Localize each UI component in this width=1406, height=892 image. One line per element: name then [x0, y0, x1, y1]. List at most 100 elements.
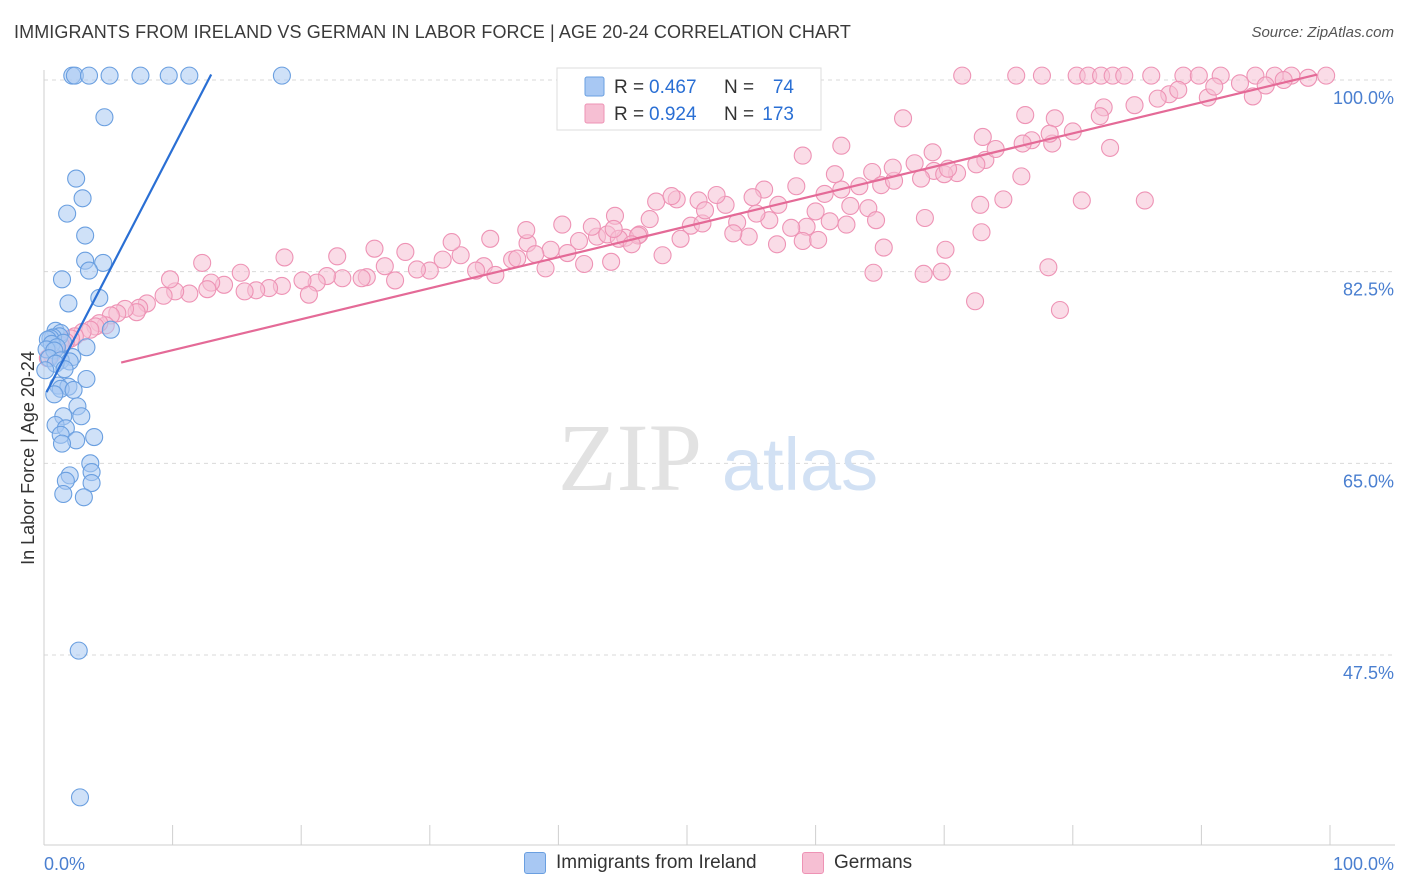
ireland-point [72, 407, 91, 426]
ireland-point [85, 427, 104, 447]
stats-r-label-2: R = [614, 104, 644, 125]
germans-point [160, 270, 180, 289]
germans-point [442, 233, 461, 252]
germans-point [1274, 70, 1293, 90]
germans-point [809, 230, 828, 249]
trend-lines [45, 73, 1318, 393]
legend-item-ireland[interactable]: Immigrants from Ireland [524, 852, 757, 874]
germans-point [671, 229, 690, 248]
ireland-point [76, 226, 95, 245]
germans-point [972, 223, 991, 242]
germans-point [1101, 138, 1120, 157]
ireland-point [58, 204, 77, 223]
tick-labels: 100.0% 82.5% 65.0% 47.5% 0.0% 100.0% [44, 88, 1394, 874]
germans-point [825, 165, 844, 184]
ireland-point [54, 484, 73, 504]
germans-point [1317, 66, 1336, 85]
stats-legend-swatch-blue [584, 76, 605, 97]
ireland-point [77, 338, 96, 357]
ireland-point [59, 294, 78, 313]
germans-point [352, 269, 371, 288]
germans-point [467, 261, 486, 280]
germans-point [915, 208, 934, 228]
y-axis-label: In Labor Force | Age 20-24 [18, 351, 38, 565]
germans-trend-line [120, 73, 1318, 364]
axes [43, 70, 1395, 846]
germans-point [863, 162, 882, 182]
germans-point [231, 263, 250, 282]
germans-point [1050, 300, 1069, 320]
germans-point [707, 185, 726, 205]
germans-point [1169, 80, 1188, 99]
watermark: ZIP atlas [558, 404, 878, 511]
ireland-point [82, 473, 101, 493]
stats-legend-swatch-pink [584, 103, 605, 124]
germans-point [923, 143, 942, 162]
germans-point [481, 229, 500, 248]
germans-point [1016, 105, 1035, 125]
germans-point [986, 139, 1005, 159]
germans-point [235, 282, 254, 301]
germans-point [874, 238, 893, 257]
germans-point [299, 285, 318, 304]
stats-n-value-2: 173 [762, 104, 794, 125]
germans-point [582, 217, 601, 236]
ireland-point [272, 66, 291, 85]
ireland-trend-line [45, 74, 213, 393]
germans-point [1148, 89, 1167, 108]
germans-point [739, 227, 758, 246]
ireland-point [64, 380, 83, 400]
ireland-point [79, 261, 99, 280]
germans-point [1032, 66, 1051, 85]
stats-n-label-2: N = [724, 104, 754, 125]
germans-point [893, 109, 913, 128]
ireland-point [69, 641, 88, 660]
germans-point [333, 269, 352, 288]
germans-point [396, 242, 415, 262]
germans-point [1115, 66, 1134, 85]
germans-point [864, 263, 883, 282]
legend-label-ireland: Immigrants from Ireland [556, 852, 757, 873]
germans-point [841, 196, 860, 216]
germans-point [526, 245, 545, 264]
germans-point [1039, 258, 1058, 277]
germans-point [1205, 77, 1224, 96]
germans-point [820, 212, 839, 231]
germans-point [837, 215, 856, 234]
germans-point [575, 254, 594, 274]
germans-point [787, 177, 806, 196]
germans-point [832, 136, 851, 155]
ireland-point [36, 361, 55, 380]
germans-point [662, 187, 681, 206]
watermark-atlas: atlas [722, 423, 878, 506]
ireland-point [45, 385, 64, 404]
chart-title: IMMIGRANTS FROM IRELAND VS GERMAN IN LAB… [14, 22, 851, 42]
germans-point [793, 146, 812, 165]
legend-item-germans[interactable]: Germans [802, 852, 912, 874]
ireland-point [101, 320, 120, 339]
germans-point [1230, 74, 1250, 93]
ireland-point [100, 66, 119, 85]
germans-point [966, 292, 985, 311]
germans-point [508, 249, 527, 268]
stats-n-value-1: 74 [773, 77, 795, 98]
ireland-point [95, 108, 114, 127]
germans-point [932, 262, 951, 281]
stats-r-value-1: 0.467 [649, 77, 697, 98]
germans-point [328, 247, 347, 266]
stats-r-label-1: R = [614, 77, 644, 98]
germans-point [433, 250, 452, 269]
germans-point [806, 202, 825, 221]
germans-point [866, 211, 886, 230]
germans-point [154, 286, 173, 305]
germans-point [883, 158, 902, 177]
germans-point [743, 188, 762, 207]
legend-label-germans: Germans [834, 852, 913, 873]
germans-point [1135, 191, 1154, 210]
germans-point [782, 218, 801, 237]
germans-point [386, 271, 405, 290]
ireland-point [67, 169, 86, 188]
germans-point [517, 220, 536, 240]
germans-point [1090, 107, 1109, 126]
